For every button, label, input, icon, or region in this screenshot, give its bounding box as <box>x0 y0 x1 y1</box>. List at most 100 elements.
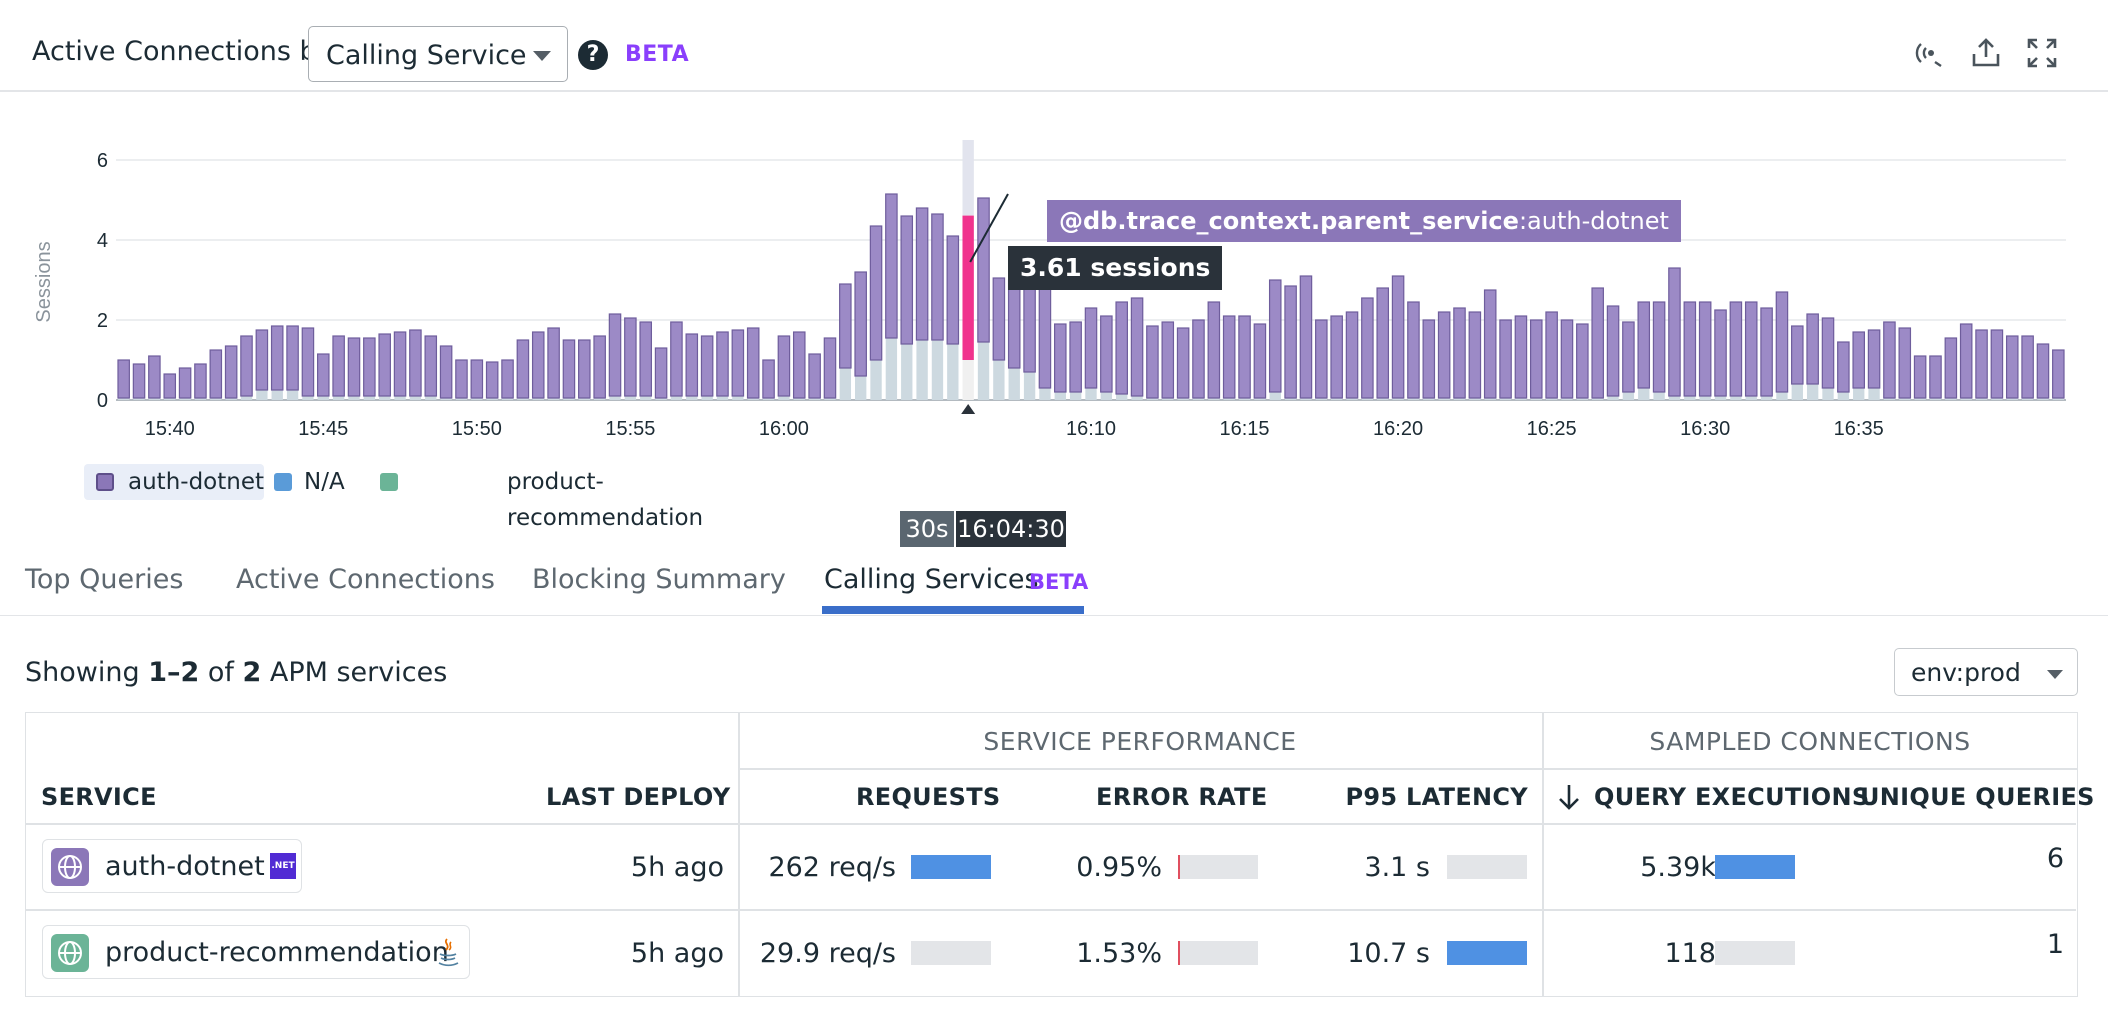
bar-na <box>1806 384 1819 400</box>
bar-auth-dotnet <box>670 321 683 397</box>
service-name: auth-dotnet <box>105 851 265 882</box>
bar-auth-dotnet <box>1054 323 1067 393</box>
bar-na <box>286 390 299 400</box>
widget-header: Active Connections by Calling Service ? … <box>0 0 2108 92</box>
tab-top-queries[interactable]: Top Queries <box>25 564 184 595</box>
bar-na <box>885 338 898 400</box>
group-by-select[interactable]: Calling Service <box>308 26 568 82</box>
arrow-down-icon[interactable] <box>1556 783 1582 811</box>
bar-auth-dotnet <box>562 339 576 399</box>
question-circle-icon[interactable]: ? <box>578 40 608 70</box>
service-pill-auth-dotnet[interactable]: auth-dotnet .NET <box>42 839 302 893</box>
bar-auth-dotnet <box>1453 307 1466 399</box>
x-tick-label: 15:45 <box>298 418 348 440</box>
bar-auth-dotnet <box>1038 275 1052 389</box>
bar-na <box>194 398 207 400</box>
bar-auth-dotnet <box>654 347 668 399</box>
bar-na <box>455 398 468 400</box>
signal-icon[interactable] <box>1912 36 1946 70</box>
bar-auth-dotnet <box>792 331 806 399</box>
column-header-p95-latency[interactable]: P95 LATENCY <box>1345 783 1528 811</box>
bar-auth-dotnet <box>301 327 315 397</box>
bar-auth-dotnet <box>1837 341 1850 393</box>
bar-na <box>747 398 759 400</box>
bar-auth-dotnet <box>1622 321 1635 393</box>
bar-auth-dotnet <box>1576 323 1589 399</box>
bar-auth-dotnet <box>132 363 146 399</box>
x-tick-label: 16:15 <box>1220 418 1270 440</box>
legend-swatch <box>274 473 292 491</box>
latency-bar <box>1447 855 1527 879</box>
bar-highlighted <box>962 215 974 360</box>
showing-count: 2 <box>242 657 262 688</box>
y-axis-ticks: 0 2 4 6 <box>97 150 108 412</box>
legend-item-auth-dotnet[interactable]: auth-dotnet <box>84 464 264 500</box>
bar-auth-dotnet <box>2021 335 2034 399</box>
bar-na <box>1392 398 1404 400</box>
showing-suffix: APM services <box>261 657 448 688</box>
legend-item-product-recommendation[interactable]: product-recommendation <box>380 464 703 531</box>
legend-item-na[interactable]: N/A <box>274 464 364 500</box>
tab-calling-services[interactable]: Calling Services <box>824 564 1039 595</box>
bar-na <box>348 396 360 400</box>
bar-auth-dotnet <box>1606 305 1620 397</box>
bar-na <box>440 398 452 400</box>
bar-auth-dotnet <box>224 345 238 399</box>
tab-blocking-summary[interactable]: Blocking Summary <box>532 564 786 595</box>
column-header-error-rate[interactable]: ERROR RATE <box>1096 783 1268 811</box>
tooltip-pointer <box>969 193 1009 263</box>
bar-na <box>640 396 652 400</box>
tooltip-value: 3.61 sessions <box>1008 246 1223 290</box>
bar-na <box>578 398 590 400</box>
bar-auth-dotnet <box>992 277 1006 361</box>
service-pill-product-recommendation[interactable]: product-recommendation <box>42 925 470 979</box>
bar-na <box>471 398 483 400</box>
bar-auth-dotnet <box>2036 343 2050 399</box>
bar-na <box>1177 398 1189 400</box>
bar-na <box>1146 398 1159 400</box>
bar-na <box>563 398 575 400</box>
column-header-requests[interactable]: REQUESTS <box>856 783 1001 811</box>
bar-na <box>916 340 928 400</box>
bar-auth-dotnet <box>455 359 468 399</box>
x-tick-label: 15:40 <box>145 418 195 440</box>
column-header-unique-queries[interactable]: UNIQUE QUERIES <box>1860 783 2095 811</box>
bar-auth-dotnet <box>393 331 407 397</box>
bar-na <box>1008 368 1020 400</box>
bar-na <box>1561 398 1573 400</box>
bar-na <box>179 398 191 400</box>
bar-na <box>1975 398 1988 400</box>
bar-na <box>670 396 683 400</box>
bar-auth-dotnet <box>762 359 775 399</box>
bar-auth-dotnet <box>854 271 867 377</box>
bar-auth-dotnet <box>1729 301 1743 397</box>
y-tick-label: 2 <box>97 310 108 332</box>
x-tick-label: 16:10 <box>1066 418 1116 440</box>
bar-auth-dotnet <box>531 331 545 399</box>
sessions-bar-chart[interactable]: 0 2 4 6 15:40 15:45 15:50 15:55 16:00 16:10 16:15… <box>0 96 2108 456</box>
bar-na <box>1822 388 1834 400</box>
chart-area[interactable]: 0 2 4 6 15:40 15:45 15:50 15:55 16:00 16:10 16:15… <box>0 96 2108 547</box>
expand-icon[interactable] <box>2025 36 2059 70</box>
group-header-service-performance: SERVICE PERFORMANCE <box>983 727 1297 756</box>
legend-swatch <box>96 473 114 491</box>
bar-na <box>1622 392 1635 400</box>
column-header-query-executions[interactable]: QUERY EXECUTIONS <box>1594 783 1870 811</box>
group-header-sampled-connections: SAMPLED CONNECTIONS <box>1649 727 1971 756</box>
bar-auth-dotnet <box>731 329 745 397</box>
bar-auth-dotnet <box>317 353 330 397</box>
export-icon[interactable] <box>1969 36 2003 70</box>
column-header-service[interactable]: SERVICE <box>41 783 157 811</box>
tab-active-connections[interactable]: Active Connections <box>236 564 495 595</box>
tab-beta-badge: BETA <box>1029 570 1089 594</box>
unique-queries-cell: 6 <box>2046 843 2064 874</box>
requests-bar <box>911 855 991 879</box>
env-filter-select[interactable]: env:prod <box>1894 648 2078 696</box>
group-by-select-value: Calling Service <box>326 40 527 71</box>
column-header-last-deploy[interactable]: LAST DEPLOY <box>546 783 731 811</box>
bar-na <box>1469 398 1481 400</box>
bar-auth-dotnet <box>777 335 791 397</box>
bar-auth-dotnet <box>1821 317 1835 389</box>
bar-auth-dotnet <box>1637 301 1651 389</box>
bar-auth-dotnet <box>240 335 253 397</box>
